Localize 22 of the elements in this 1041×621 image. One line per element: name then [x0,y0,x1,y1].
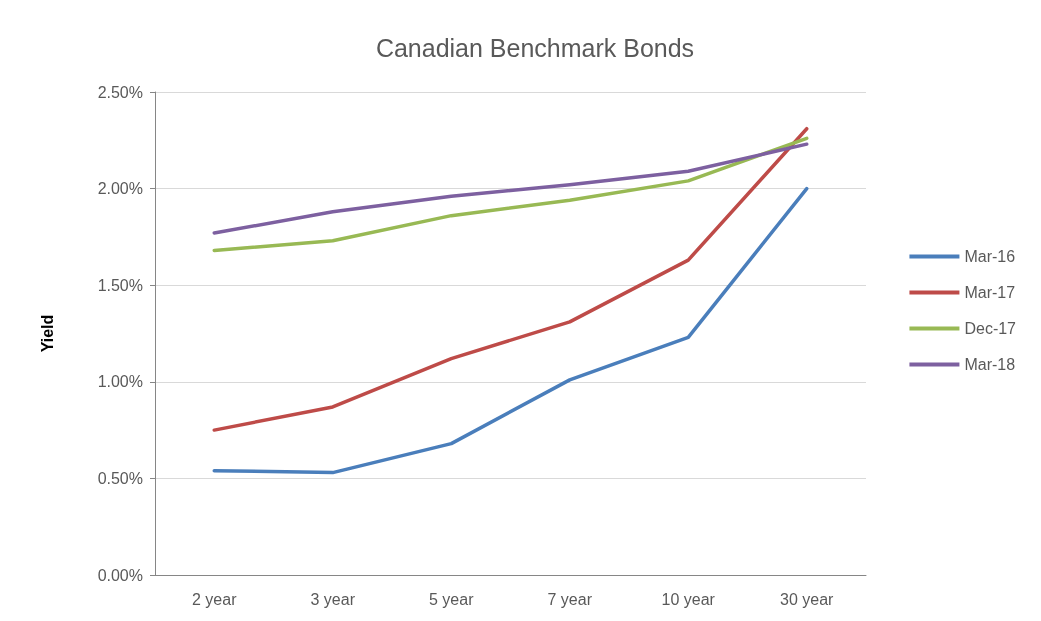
x-tick-label: 7 year [547,590,593,608]
x-tick-label: 5 year [429,590,475,608]
y-tick-label: 2.50% [97,83,143,101]
y-tick-label: 2.00% [97,180,143,198]
line-series [212,186,809,475]
x-tick-label: 3 year [310,590,356,608]
y-tick-label: 1.00% [97,373,143,391]
x-tick-label: 30 year [780,590,835,608]
legend-label: Dec-17 [964,320,1017,337]
line-series [212,136,809,253]
y-tick-label: 1.50% [97,276,143,294]
line-series [212,142,809,235]
y-axis-title: Yield [38,314,56,353]
y-tick-label: 0.00% [97,566,143,584]
x-tick-label: 2 year [192,590,238,608]
legend-label: Mar-17 [964,284,1016,301]
legend-label: Mar-18 [964,356,1016,373]
x-tick-label: 10 year [661,590,716,608]
legend-label: Mar-16 [964,248,1016,265]
y-tick-label: 0.50% [97,469,143,487]
line-series [212,126,809,432]
chart-title: Canadian Benchmark Bonds [375,33,695,62]
